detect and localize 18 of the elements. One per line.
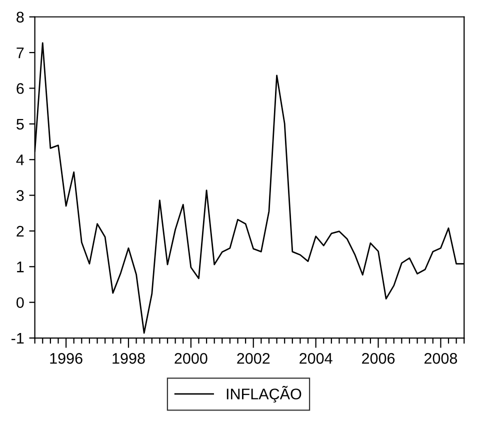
x-tick-label: 2008	[424, 353, 458, 364]
x-tick-label: 1998	[112, 353, 145, 364]
y-tick-label: 0	[16, 297, 24, 308]
x-tick-label: 2000	[174, 353, 208, 364]
y-tick-label: 7	[16, 48, 24, 58]
y-tick-label: 2	[16, 226, 24, 237]
y-tick-label: 5	[16, 118, 24, 130]
x-tick-label: 2002	[237, 353, 270, 364]
y-tick-label: -1	[12, 333, 24, 344]
legend-label: INFLAÇÃO	[226, 386, 302, 402]
y-tick-label: 4	[16, 154, 24, 166]
y-tick-label: 6	[16, 83, 24, 94]
y-tick-label: 1	[17, 262, 24, 272]
x-tick-label: 2004	[300, 353, 332, 364]
x-tick-label: 2006	[362, 353, 395, 364]
y-tick-label: 3	[16, 190, 24, 201]
y-tick-label: 8	[16, 12, 24, 23]
x-tick-label: 1996	[50, 353, 82, 364]
